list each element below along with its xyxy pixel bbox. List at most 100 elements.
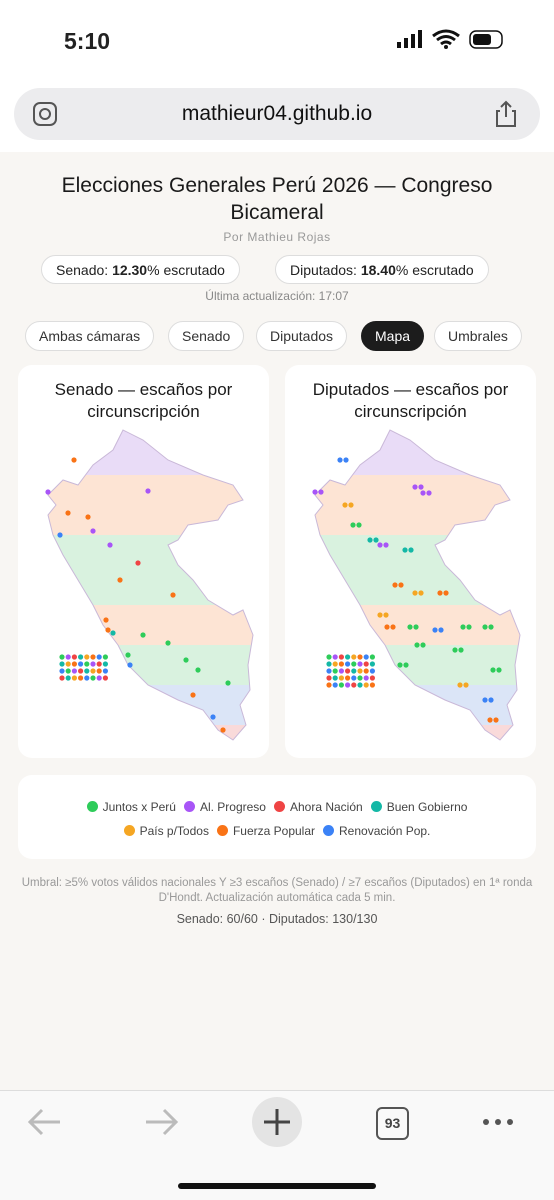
seat-dot xyxy=(71,661,77,667)
legend-swatch xyxy=(323,825,334,836)
legend-item: País p/Todos xyxy=(123,819,209,843)
seat-dot xyxy=(357,682,363,688)
regions xyxy=(48,430,253,740)
seat-dot xyxy=(369,675,375,681)
legend-label: Buen Gobierno xyxy=(386,800,468,814)
pill-suffix: % escrutado xyxy=(147,262,225,278)
legend-label: Juntos x Perú xyxy=(102,800,176,814)
seat-dot xyxy=(96,675,102,681)
legend-item: Buen Gobierno xyxy=(370,795,468,819)
seat-dot xyxy=(337,457,343,463)
seat-dot xyxy=(397,662,403,668)
seat-dot xyxy=(84,675,90,681)
pill-value: 18.40 xyxy=(360,262,396,278)
seat-dot xyxy=(348,502,354,508)
seat-dot xyxy=(377,542,383,548)
seat-dot xyxy=(350,522,356,528)
lens-icon[interactable] xyxy=(31,100,61,130)
seat-dot xyxy=(367,537,373,543)
seat-dot xyxy=(332,682,338,688)
legend-swatch xyxy=(273,801,285,812)
seat-dot xyxy=(338,675,344,681)
seat-dot xyxy=(338,668,344,674)
seat-dot xyxy=(412,484,418,490)
seat-dot xyxy=(117,577,123,583)
seat-dot xyxy=(363,654,369,660)
seat-dot xyxy=(220,727,226,733)
seat-dot xyxy=(326,682,332,688)
seat-dot xyxy=(408,547,414,553)
page-title: Elecciones Generales Perú 2026 — Congres… xyxy=(61,174,493,224)
seat-dot xyxy=(363,661,369,667)
tab[interactable]: Diputados xyxy=(256,321,348,351)
share-icon[interactable] xyxy=(492,99,522,129)
seat-dot xyxy=(383,542,389,548)
tab[interactable]: Umbrales xyxy=(434,321,522,351)
seat-dot xyxy=(78,654,84,660)
seat-dot xyxy=(383,612,389,618)
seat-dot xyxy=(392,582,398,588)
seat-dot xyxy=(90,528,96,534)
region xyxy=(48,685,253,725)
web-page: Elecciones Generales Perú 2026 — Congres… xyxy=(0,152,554,1090)
seat-dot xyxy=(71,457,77,463)
tab[interactable]: Mapa xyxy=(361,321,425,351)
seat-dot xyxy=(78,675,84,681)
seat-dot xyxy=(140,632,146,638)
legend-item: Fuerza Popular xyxy=(216,819,315,843)
country-outline xyxy=(47,429,254,741)
tab[interactable]: Senado xyxy=(168,321,245,351)
last-updated: Última actualización: 17:07 xyxy=(205,289,349,303)
seat-dot xyxy=(384,624,390,630)
seat-dot xyxy=(326,675,332,681)
seat-dot xyxy=(84,661,90,667)
seat-dot xyxy=(343,457,349,463)
seat-dot xyxy=(57,532,63,538)
seat-dot xyxy=(96,668,102,674)
home-indicator xyxy=(178,1183,376,1189)
seat-dot xyxy=(488,697,494,703)
seat-dot xyxy=(225,680,231,686)
tab-count[interactable]: 93 xyxy=(376,1107,409,1140)
seat-dot xyxy=(183,657,189,663)
seat-dot xyxy=(482,624,488,630)
seat-dot xyxy=(96,661,102,667)
map xyxy=(312,429,521,741)
seat-dot xyxy=(105,627,111,633)
seat-dot xyxy=(102,675,108,681)
seat-dot xyxy=(418,590,424,596)
seat-dot xyxy=(326,668,332,674)
seat-dot xyxy=(84,668,90,674)
seat-dot xyxy=(437,590,443,596)
seat-totals: Senado: 60/60 · Diputados: 130/130 xyxy=(176,912,378,926)
seat-dot xyxy=(398,582,404,588)
seat-dot xyxy=(71,675,77,681)
seat-dot xyxy=(78,661,84,667)
legend-label: Al. Progreso xyxy=(199,800,266,814)
url[interactable]: mathieur04.github.io xyxy=(181,102,373,125)
map xyxy=(45,429,254,741)
legend-swatch xyxy=(183,801,195,812)
seat-dot xyxy=(351,654,357,660)
tab[interactable]: Ambas cámaras xyxy=(25,321,155,351)
seat-dot xyxy=(90,661,96,667)
seat-dot xyxy=(59,675,65,681)
url-bar[interactable]: mathieur04.github.io xyxy=(14,88,540,140)
pill-suffix: % escrutado xyxy=(395,262,474,278)
seat-dot xyxy=(90,654,96,660)
seat-dot xyxy=(102,654,108,660)
legend-swatch xyxy=(216,825,228,836)
seat-dot xyxy=(496,667,502,673)
seat-dot xyxy=(426,490,432,496)
seat-dot xyxy=(107,542,113,548)
seat-dot xyxy=(345,675,351,681)
seat-dot xyxy=(420,490,426,496)
legend-item: Al. Progreso xyxy=(183,795,266,819)
seat-dot xyxy=(145,488,151,494)
seat-dot xyxy=(351,668,357,674)
seat-dot xyxy=(190,692,196,698)
seat-dot xyxy=(369,682,375,688)
seat-dot xyxy=(210,714,216,720)
seat-dot xyxy=(195,667,201,673)
